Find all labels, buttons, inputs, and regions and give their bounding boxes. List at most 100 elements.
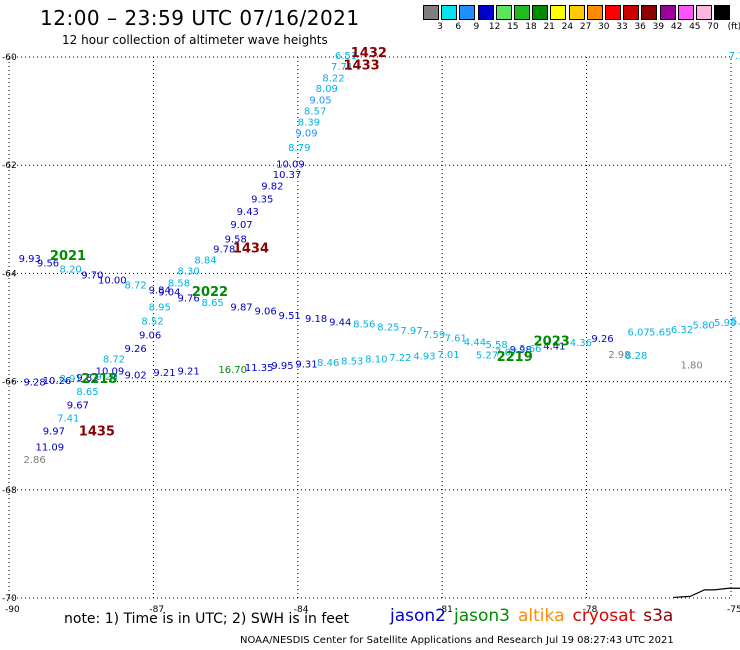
wave-height-value: 4.44 bbox=[464, 337, 486, 348]
scale-swatch bbox=[586, 5, 603, 20]
scale-label: 27 bbox=[579, 22, 592, 32]
wave-height-value: 8.95 bbox=[149, 303, 171, 314]
plot-frame bbox=[8, 56, 732, 599]
page-subtitle: 12 hour collection of altimeter wave hei… bbox=[62, 33, 328, 47]
wave-height-value: 8.65 bbox=[202, 298, 224, 309]
pass-time-label: 1434 bbox=[233, 241, 269, 256]
wave-height-value: 8.72 bbox=[125, 281, 147, 292]
y-tick-label: -68 bbox=[2, 486, 17, 496]
wave-height-value: 7.61 bbox=[445, 334, 467, 345]
credit-line: NOAA/NESDIS Center for Satellite Applica… bbox=[240, 635, 674, 646]
pass-time-label: 2219 bbox=[497, 350, 533, 365]
wave-height-value: 8.79 bbox=[288, 143, 310, 154]
wave-height-value: 9.83 bbox=[76, 373, 98, 384]
wave-height-value: 7.59 bbox=[423, 330, 445, 341]
scale-label: 42 bbox=[670, 22, 683, 32]
x-tick-label: -87 bbox=[149, 605, 164, 615]
wave-height-value: 8.28 bbox=[625, 351, 647, 362]
wave-height-value: 9.87 bbox=[230, 303, 252, 314]
scale-label: 36 bbox=[634, 22, 646, 32]
wave-height-value: 10.00 bbox=[98, 276, 127, 287]
wave-height-value: 9.20 bbox=[96, 372, 118, 383]
wave-height-value: 5.27 bbox=[476, 350, 498, 361]
x-tick-label: -81 bbox=[438, 605, 453, 615]
footnote: note: 1) Time is in UTC; 2) SWH is in fe… bbox=[64, 611, 350, 627]
scale-label: 18 bbox=[525, 22, 537, 32]
wave-height-value: 9.67 bbox=[67, 401, 89, 412]
scale-swatch bbox=[696, 5, 712, 20]
wave-height-value: 16.70 bbox=[218, 365, 247, 376]
legend-altika: altika bbox=[518, 606, 565, 626]
wave-height-value: 9.18 bbox=[305, 314, 327, 325]
wave-height-value: 9.78 bbox=[213, 244, 235, 255]
wave-height-value: 8.20 bbox=[60, 264, 82, 275]
wave-height-value: 5.98 bbox=[714, 318, 736, 329]
pass-time-label: 2022 bbox=[192, 285, 228, 300]
scale-label: 30 bbox=[598, 22, 610, 32]
wave-height-value: 9.98 bbox=[510, 345, 532, 356]
scale-swatch bbox=[532, 5, 549, 20]
pass-time-label: 2023 bbox=[534, 334, 570, 349]
scale-label: 39 bbox=[652, 22, 665, 32]
wave-height-value: 10.09 bbox=[96, 367, 125, 378]
y-tick-label: -60 bbox=[2, 53, 17, 63]
wave-height-value: 6.32 bbox=[671, 325, 693, 336]
wave-height-value: 8.56 bbox=[353, 320, 375, 331]
wave-height-value: 10.26 bbox=[43, 376, 72, 387]
wave-height-value: 5.37 bbox=[731, 316, 740, 327]
legend-jason2: jason2 bbox=[390, 606, 446, 626]
wave-height-value: 2.86 bbox=[23, 455, 45, 466]
legend-jason3: jason3 bbox=[454, 606, 510, 626]
wave-height-value: 8.65 bbox=[76, 387, 98, 398]
scale-label: 12 bbox=[488, 22, 501, 32]
pass-time-label: 1433 bbox=[344, 58, 380, 73]
scale-swatch bbox=[441, 5, 458, 20]
wave-height-value: 9.21 bbox=[177, 367, 199, 378]
wave-height-value: 10.09 bbox=[276, 159, 305, 170]
wave-height-value: 9.06 bbox=[139, 330, 161, 341]
scale-label: 45 bbox=[689, 22, 701, 32]
wave-height-value: 9.31 bbox=[295, 360, 317, 371]
wave-height-value: 1.80 bbox=[680, 361, 702, 372]
scale-label: 15 bbox=[507, 22, 519, 32]
wave-height-value: 5.58 bbox=[486, 340, 508, 351]
wave-height-value: 11.35 bbox=[245, 363, 274, 374]
scale-swatch bbox=[568, 5, 585, 20]
scale-swatch bbox=[495, 5, 512, 20]
wave-height-value: 9.07 bbox=[230, 220, 252, 231]
scale-swatch bbox=[514, 5, 530, 20]
wave-height-value: 9.44 bbox=[329, 317, 351, 328]
scale-label: 33 bbox=[616, 22, 628, 32]
wave-height-value: 10.37 bbox=[273, 170, 302, 181]
wave-height-value: 9.43 bbox=[237, 207, 259, 218]
wave-height-value: 8.46 bbox=[317, 358, 339, 369]
x-tick-label: -75 bbox=[727, 605, 740, 615]
wave-height-value: 7.01 bbox=[437, 350, 459, 361]
pass-time-label: 2218 bbox=[81, 372, 117, 387]
wave-height-value: 9.93 bbox=[19, 254, 41, 265]
scale-swatch bbox=[605, 5, 621, 20]
scale-swatch bbox=[677, 5, 694, 20]
wave-height-value: 9.97 bbox=[43, 427, 65, 438]
wave-height-value: 9.95 bbox=[271, 361, 293, 372]
wave-height-value: 9.21 bbox=[153, 368, 175, 379]
scale-label: 6 bbox=[455, 22, 462, 32]
wave-height-value: 7.22 bbox=[389, 353, 411, 364]
wave-height-value: 5.80 bbox=[692, 321, 714, 332]
wave-height-value: 8.22 bbox=[322, 73, 344, 84]
wave-height-value: 9.84 bbox=[149, 285, 171, 296]
wave-height-value: 7.1 bbox=[729, 51, 740, 62]
wave-height-value: 9.35 bbox=[251, 195, 273, 206]
wave-height-value: 9.02 bbox=[125, 370, 147, 381]
wave-height-value: 8.53 bbox=[341, 356, 363, 367]
wave-height-value: 6.07 bbox=[628, 328, 650, 339]
wave-height-value: 8.57 bbox=[304, 106, 326, 117]
scale-swatch bbox=[423, 5, 439, 20]
wave-height-value: 9.04 bbox=[158, 288, 180, 299]
wave-height-value: 7.41 bbox=[57, 414, 79, 425]
scale-label: 70 bbox=[707, 22, 719, 32]
scale-swatch bbox=[714, 5, 731, 20]
wave-height-value: 9.28 bbox=[23, 377, 45, 388]
legend-cryosat: cryosat bbox=[572, 606, 636, 626]
satellite-legend: jason2 jason3 altika cryosat s3a bbox=[390, 606, 681, 626]
